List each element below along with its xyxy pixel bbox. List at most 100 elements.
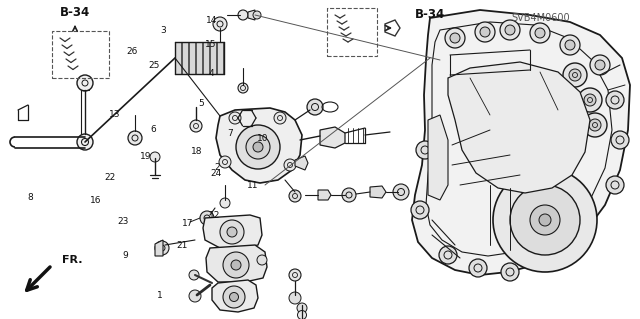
Text: 19: 19: [140, 152, 152, 161]
Polygon shape: [203, 215, 262, 248]
Circle shape: [416, 141, 434, 159]
Text: 22: 22: [104, 173, 116, 182]
Circle shape: [298, 310, 307, 319]
Circle shape: [190, 120, 202, 132]
Text: 9: 9: [122, 251, 127, 260]
Circle shape: [393, 184, 409, 200]
Bar: [175, 42, 181, 74]
Circle shape: [77, 75, 93, 91]
Circle shape: [128, 131, 142, 145]
Circle shape: [589, 119, 601, 131]
Text: 14: 14: [205, 16, 217, 25]
Circle shape: [560, 35, 580, 55]
Text: 10: 10: [257, 134, 268, 143]
Circle shape: [200, 211, 214, 225]
Circle shape: [439, 246, 457, 264]
Circle shape: [510, 185, 580, 255]
Circle shape: [289, 190, 301, 202]
Circle shape: [274, 112, 286, 124]
Circle shape: [611, 131, 629, 149]
Circle shape: [230, 293, 239, 301]
Circle shape: [606, 176, 624, 194]
Circle shape: [189, 270, 199, 280]
Polygon shape: [212, 280, 258, 312]
Circle shape: [606, 91, 624, 109]
Polygon shape: [320, 127, 345, 148]
Circle shape: [500, 20, 520, 40]
Circle shape: [220, 220, 244, 244]
Circle shape: [257, 255, 267, 265]
Circle shape: [445, 28, 465, 48]
Circle shape: [565, 40, 575, 50]
Circle shape: [469, 259, 487, 277]
Polygon shape: [248, 10, 255, 20]
Text: 1: 1: [157, 291, 163, 300]
Circle shape: [238, 10, 248, 20]
Circle shape: [475, 22, 495, 42]
Text: B-34: B-34: [60, 6, 90, 19]
Polygon shape: [206, 245, 267, 282]
Circle shape: [223, 252, 249, 278]
Circle shape: [583, 113, 607, 137]
Text: 8: 8: [28, 193, 33, 202]
Text: B-34: B-34: [415, 8, 445, 20]
Text: SVB4M0600: SVB4M0600: [511, 12, 570, 23]
Circle shape: [253, 11, 261, 19]
Circle shape: [227, 227, 237, 237]
Circle shape: [231, 260, 241, 270]
Circle shape: [501, 263, 519, 281]
Circle shape: [595, 60, 605, 70]
Bar: [196, 42, 202, 74]
Circle shape: [253, 142, 263, 152]
Text: 5: 5: [199, 99, 204, 108]
Text: 18: 18: [191, 147, 202, 156]
Circle shape: [536, 253, 554, 271]
Circle shape: [505, 25, 515, 35]
Text: 7: 7: [228, 130, 233, 138]
Circle shape: [297, 303, 307, 313]
Circle shape: [229, 112, 241, 124]
Bar: [182, 42, 188, 74]
Circle shape: [539, 214, 551, 226]
Circle shape: [480, 27, 490, 37]
Circle shape: [590, 55, 610, 75]
Bar: [189, 42, 195, 74]
Text: 2: 2: [215, 163, 220, 172]
Circle shape: [150, 152, 160, 162]
Circle shape: [289, 292, 301, 304]
Text: 21: 21: [177, 241, 188, 250]
Polygon shape: [155, 240, 163, 256]
Circle shape: [307, 99, 323, 115]
Text: 23: 23: [118, 217, 129, 226]
Circle shape: [569, 69, 581, 81]
Bar: [203, 42, 209, 74]
Polygon shape: [370, 186, 386, 198]
Circle shape: [530, 205, 560, 235]
Circle shape: [213, 17, 227, 31]
Text: 15: 15: [205, 40, 217, 49]
Circle shape: [578, 88, 602, 112]
Circle shape: [535, 28, 545, 38]
Bar: [210, 42, 216, 74]
Circle shape: [220, 198, 230, 208]
Circle shape: [189, 290, 201, 302]
Circle shape: [284, 159, 296, 171]
Bar: [327, 8, 377, 56]
Text: 4: 4: [209, 69, 214, 78]
Circle shape: [236, 125, 280, 169]
Circle shape: [584, 94, 596, 106]
Polygon shape: [448, 62, 590, 193]
Circle shape: [530, 23, 550, 43]
Text: 6: 6: [151, 125, 156, 134]
Circle shape: [219, 156, 231, 168]
Circle shape: [342, 188, 356, 202]
Circle shape: [223, 286, 245, 308]
Circle shape: [411, 201, 429, 219]
Polygon shape: [318, 190, 331, 200]
Circle shape: [563, 63, 587, 87]
Text: 11: 11: [247, 181, 259, 189]
Circle shape: [289, 269, 301, 281]
Polygon shape: [216, 108, 302, 183]
Text: FR.: FR.: [62, 255, 83, 265]
Circle shape: [238, 83, 248, 93]
